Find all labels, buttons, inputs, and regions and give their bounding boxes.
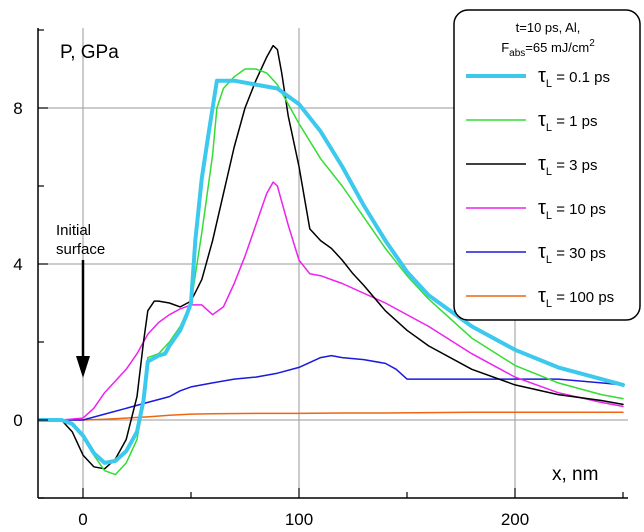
x-tick-label: 0 — [78, 510, 87, 529]
series-line-1 — [39, 68, 624, 476]
legend-label-4: τL = 30 ps — [538, 241, 606, 266]
x-axis-label: x, nm — [552, 464, 598, 485]
series-line-3 — [39, 181, 624, 421]
series-line-0 — [37, 78, 625, 465]
annotation-line-2: surface — [56, 241, 105, 258]
legend-title-line-1: t=10 ps, Al, — [516, 20, 581, 35]
series-line-4 — [39, 354, 624, 421]
y-tick-label: 4 — [13, 255, 22, 274]
arrow-head-icon — [76, 356, 90, 378]
legend-box — [453, 9, 641, 321]
legend-title-line-2: Fabs=65 mJ/cm2 — [501, 38, 595, 59]
series-lines — [37, 44, 625, 476]
y-tick-label: 0 — [13, 411, 22, 430]
legend-label-3: τL = 10 ps — [538, 197, 606, 222]
legend-label-5: τL = 100 ps — [538, 285, 614, 310]
series-line-5 — [39, 411, 624, 421]
legend-label-0: τL = 0.1 ps — [538, 65, 610, 90]
axes: 0 100 200 0 4 8 — [13, 28, 628, 529]
legend: t=10 ps, Al, Fabs=65 mJ/cm2 τL = 0.1 psτ… — [453, 9, 641, 321]
annotation-line-1: Initial — [56, 222, 91, 239]
legend-label-1: τL = 1 ps — [538, 109, 597, 134]
legend-label-2: τL = 3 ps — [538, 153, 597, 178]
initial-surface-annotation: Initial surface — [56, 222, 105, 378]
series-line-2 — [39, 44, 624, 470]
y-tick-label: 8 — [13, 99, 22, 118]
x-tick-label: 200 — [501, 510, 529, 529]
y-axis-label: P, GPa — [60, 42, 119, 63]
legend-entries: τL = 0.1 ps τL = 1 ps τL = 3 ps τL = 10 ps τ… — [466, 65, 614, 310]
x-tick-label: 100 — [285, 510, 313, 529]
